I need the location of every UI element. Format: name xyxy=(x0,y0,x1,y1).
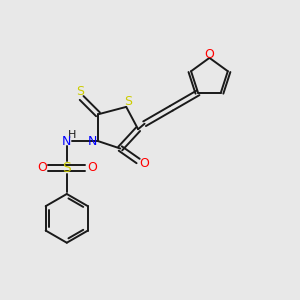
Text: N: N xyxy=(88,135,97,148)
Text: S: S xyxy=(124,95,132,108)
Text: H: H xyxy=(68,130,76,140)
Text: N: N xyxy=(62,135,71,148)
Text: S: S xyxy=(76,85,84,98)
Text: S: S xyxy=(62,161,71,175)
Text: O: O xyxy=(140,158,150,170)
Text: O: O xyxy=(205,48,214,61)
Text: O: O xyxy=(37,161,47,174)
Text: O: O xyxy=(87,161,97,174)
